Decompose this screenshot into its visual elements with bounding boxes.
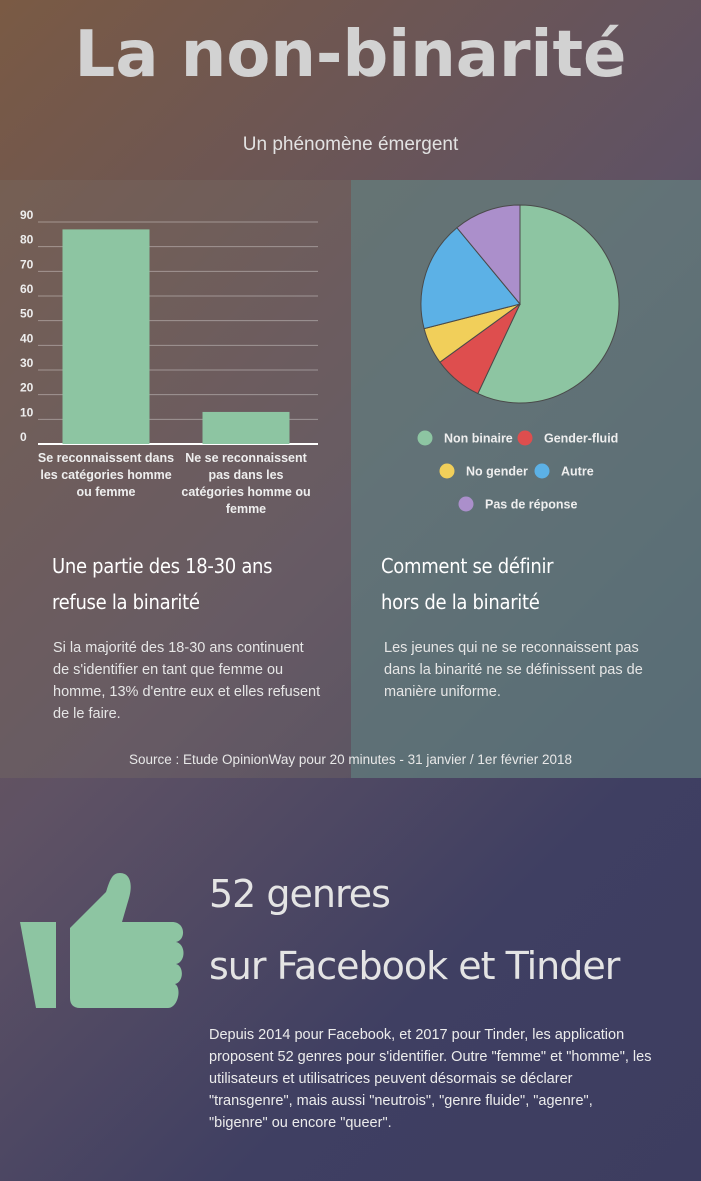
y-tick-label: 40 [20, 331, 34, 345]
source-note: Source : Etude OpinionWay pour 20 minute… [129, 752, 572, 767]
pie-slice [477, 204, 620, 404]
legend-label: Gender-fluid [544, 432, 618, 446]
right-block-title: Comment se définir hors de la binarité [381, 548, 554, 620]
legend-swatch [517, 430, 533, 446]
y-tick-label: 50 [20, 307, 34, 321]
right-block-title-line1: Comment se définir [381, 554, 554, 578]
page-title: La non-binarité [74, 18, 627, 92]
legend-swatch [417, 430, 433, 446]
y-tick-label: 90 [20, 208, 34, 222]
legend-label: Non binaire [444, 432, 513, 446]
page-subtitle: Un phénomène émergent [242, 134, 459, 155]
x-tick-label: Ne se reconnaissent pas dans les catégorie… [181, 451, 310, 516]
right-block-title-line2: hors de la binarité [381, 590, 540, 614]
legend-label: Pas de réponse [485, 498, 577, 512]
y-tick-label: 20 [20, 381, 34, 395]
left-block-title: Une partie des 18-30 ans refuse la binar… [52, 548, 273, 620]
bar [202, 411, 290, 444]
genres-title-line1: 52 genres [209, 872, 391, 916]
pie-slice [420, 227, 521, 330]
legend-swatch [534, 463, 550, 479]
y-tick-label: 70 [20, 257, 34, 271]
y-tick-label: 80 [20, 233, 34, 247]
legend-swatch [439, 463, 455, 479]
genres-title: 52 genres sur Facebook et Tinder [209, 858, 689, 1002]
genres-title-line2: sur Facebook et Tinder [209, 944, 620, 988]
bar-chart: 0 10 20 30 40 50 60 70 80 90 Se reconnaissent dans… [20, 208, 318, 516]
pie-chart: Non binaire Gender-fluid No gender Autre Pas… [417, 204, 620, 512]
header: La non-binarité Un phénomène émergent [0, 0, 701, 180]
y-tick-label: 10 [20, 405, 34, 419]
x-tick-label: Se reconnaissent dans les catégories homm… [38, 451, 174, 499]
y-tick-label: 30 [20, 356, 34, 370]
legend-label: No gender [466, 465, 528, 479]
left-block-title-line2: refuse la binarité [52, 590, 200, 614]
right-block-text: Les jeunes qui ne se reconnaissent pas d… [384, 640, 643, 700]
genres-section: 52 genres sur Facebook et Tinder Depuis … [0, 778, 701, 1181]
y-tick-label: 0 [20, 430, 27, 444]
genres-text: Depuis 2014 pour Facebook, et 2017 pour … [209, 1027, 652, 1131]
left-block-text: Si la majorité des 18-30 ans continuent … [53, 640, 321, 722]
bar [62, 229, 150, 444]
pie-slice [456, 204, 521, 306]
thumbs-up-icon [20, 873, 184, 1008]
legend-label: Autre [561, 465, 594, 479]
stats-section: 0 10 20 30 40 50 60 70 80 90 Se reconnaissent dans… [0, 180, 701, 778]
y-tick-label: 60 [20, 282, 34, 296]
legend-swatch [458, 496, 474, 512]
left-block-title-line1: Une partie des 18-30 ans [52, 554, 273, 578]
